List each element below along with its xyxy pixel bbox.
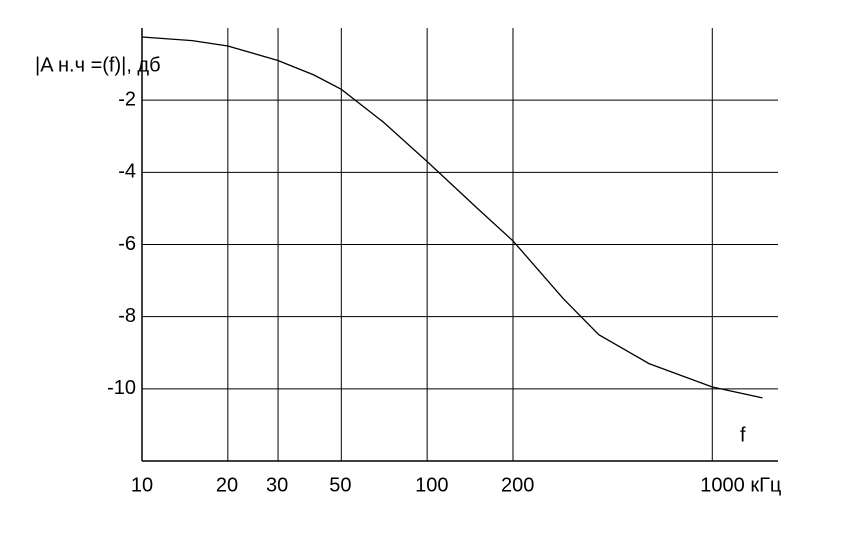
y-axis-label: |A н.ч =(f)|, дб [35, 54, 161, 76]
data-line [141, 36, 763, 399]
y-tick-label: -10 [107, 377, 136, 399]
y-tick-label: -6 [118, 233, 136, 255]
x-tick-label: 30 [266, 474, 288, 496]
x-axis-label: f [740, 424, 746, 446]
y-tick-label: -4 [118, 161, 136, 183]
x-tick-label: 20 [216, 474, 238, 496]
x-tick-label: 100 [415, 474, 448, 496]
x-tick-label: 10 [131, 474, 153, 496]
y-tick-label: -8 [118, 305, 136, 327]
x-tick-label: 1000 кГц [700, 474, 781, 496]
y-tick-label: -2 [118, 88, 136, 110]
x-tick-label: 200 [501, 474, 534, 496]
x-tick-label: 50 [329, 474, 351, 496]
